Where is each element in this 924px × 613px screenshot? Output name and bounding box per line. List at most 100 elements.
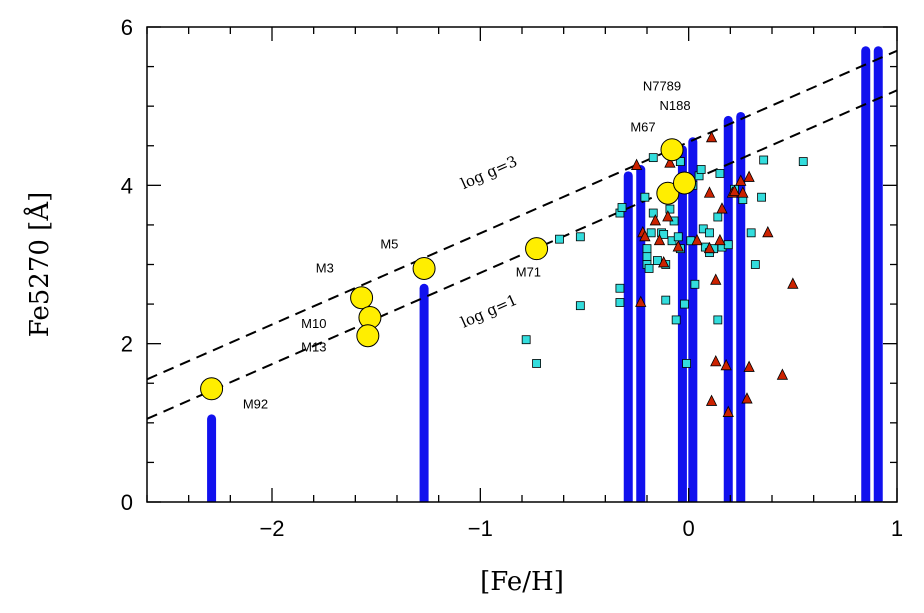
triangle-point-29 <box>776 368 789 380</box>
line-label-1: log g=1 <box>458 291 520 332</box>
square-point-21 <box>661 295 671 305</box>
triangle-point-26 <box>743 170 755 182</box>
cluster-label-n188: N188 <box>660 98 691 113</box>
cluster-point-m92 <box>200 377 224 401</box>
square-point-52 <box>798 157 808 166</box>
triangle-point-28 <box>762 225 774 238</box>
cluster-label-m13: M13 <box>301 340 326 355</box>
cluster-point-n188 <box>673 171 696 195</box>
cluster-point-m71 <box>525 237 549 261</box>
cluster-label-m3: M3 <box>316 260 334 275</box>
triangle-point-25 <box>741 392 753 404</box>
square-point-35 <box>696 165 706 174</box>
square-point-7 <box>615 283 625 293</box>
square-points <box>521 153 808 368</box>
line-label-0: log g=3 <box>458 152 520 193</box>
triangle-point-11 <box>703 186 716 198</box>
square-point-42 <box>713 212 723 222</box>
vertical-bars <box>207 46 883 502</box>
cluster-label-m71: M71 <box>516 264 541 279</box>
cluster-point-m3 <box>350 286 374 310</box>
cluster-point-n7789 <box>660 138 684 162</box>
triangle-point-24 <box>737 186 749 198</box>
cluster-label-m5: M5 <box>380 237 398 252</box>
square-point-14 <box>646 228 656 238</box>
square-point-1 <box>532 359 541 368</box>
dashed-line-1 <box>147 89 897 420</box>
cluster-point-m67 <box>656 181 680 205</box>
square-point-0 <box>521 335 531 345</box>
cluster-point-m13 <box>356 324 380 348</box>
triangle-point-10 <box>691 233 703 246</box>
triangle-point-12 <box>703 241 716 254</box>
y-tick-label-0: 0 <box>121 490 133 515</box>
cluster-label-n7789: N7789 <box>643 78 681 93</box>
triangle-point-13 <box>705 394 718 406</box>
triangle-point-5 <box>653 233 666 246</box>
square-point-8 <box>617 203 627 212</box>
dashed-line-0 <box>147 49 897 381</box>
square-point-49 <box>750 260 760 269</box>
square-point-10 <box>642 252 652 261</box>
square-point-16 <box>648 153 658 163</box>
triangle-point-6 <box>658 256 670 268</box>
square-point-50 <box>757 192 766 202</box>
square-point-9 <box>640 192 650 202</box>
triangle-point-18 <box>716 202 728 214</box>
cluster-label-m67: M67 <box>630 120 655 135</box>
square-point-15 <box>648 208 658 218</box>
square-point-22 <box>665 204 675 214</box>
square-point-39 <box>705 228 714 238</box>
cluster-point-m5 <box>412 256 436 280</box>
cluster-label-m92: M92 <box>243 397 268 412</box>
y-tick-label-1: 2 <box>121 332 133 357</box>
triangle-point-23 <box>735 174 747 186</box>
triangle-point-1 <box>635 295 647 307</box>
y-tick-label-2: 4 <box>121 173 133 198</box>
square-point-30 <box>682 359 691 368</box>
square-point-41 <box>713 315 723 325</box>
x-tick-label-2: 0 <box>683 516 695 541</box>
x-tick-label-0: −2 <box>259 516 284 541</box>
x-tick-label-1: −1 <box>468 516 493 541</box>
triangle-point-4 <box>649 214 661 226</box>
triangle-point-15 <box>710 354 722 367</box>
dashed-lines <box>147 49 897 420</box>
triangle-point-9 <box>672 240 684 252</box>
triangle-point-22 <box>728 184 741 197</box>
y-axis-title: Fe5270 [Å] <box>23 192 55 338</box>
square-point-51 <box>759 155 769 165</box>
triangle-point-19 <box>720 358 732 371</box>
y-tick-label-3: 6 <box>121 15 133 40</box>
x-tick-label-3: 1 <box>891 516 903 541</box>
square-point-25 <box>671 315 681 325</box>
triangle-point-8 <box>664 156 676 168</box>
triangle-point-14 <box>705 130 718 143</box>
square-point-4 <box>575 301 585 311</box>
triangle-point-3 <box>639 229 651 242</box>
triangle-points <box>630 130 799 417</box>
square-point-48 <box>746 228 756 238</box>
cluster-label-m10: M10 <box>301 316 326 331</box>
triangle-point-0 <box>630 158 643 170</box>
triangle-point-16 <box>710 273 722 285</box>
x-axis-title: [Fe/H] <box>480 567 564 597</box>
square-point-13 <box>644 264 654 273</box>
square-point-29 <box>680 299 689 309</box>
square-point-3 <box>575 232 585 242</box>
square-point-26 <box>673 232 683 242</box>
square-point-6 <box>615 298 625 307</box>
axis-titles: [Fe/H] Fe5270 [Å] <box>23 192 564 597</box>
square-point-33 <box>690 279 700 289</box>
triangle-point-20 <box>722 405 734 417</box>
square-point-2 <box>555 234 564 244</box>
triangle-point-30 <box>787 277 799 289</box>
axis-ticks: −2 −1 0 1 0 2 4 6 <box>121 15 903 541</box>
triangle-point-17 <box>714 233 726 246</box>
triangle-point-7 <box>662 210 674 222</box>
cluster-points <box>200 138 696 401</box>
annotations: M92 M3 M10 M13 M5 M71 M67 N188 N7789 log g=3 log g… <box>243 78 691 411</box>
square-point-45 <box>723 240 733 250</box>
square-point-11 <box>642 244 652 254</box>
